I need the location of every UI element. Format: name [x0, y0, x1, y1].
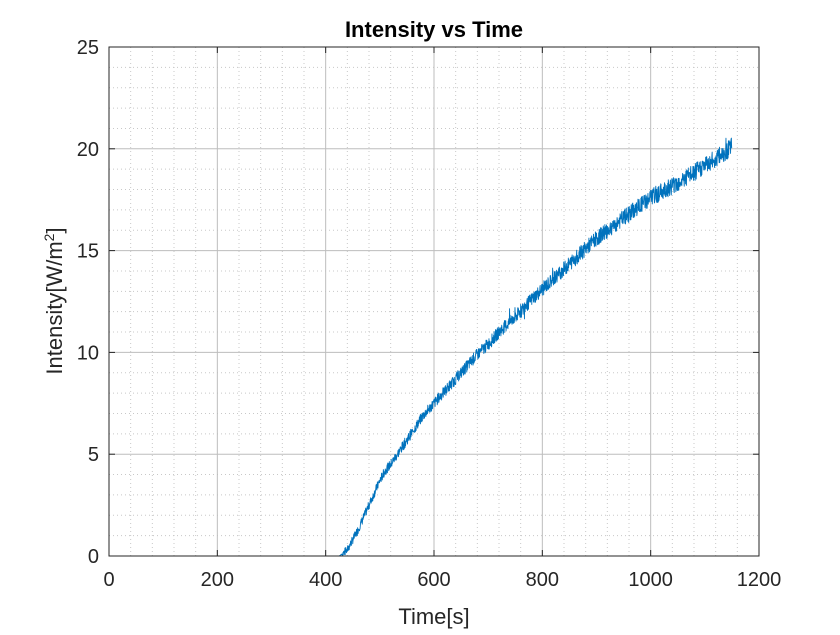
- y-tick-label: 5: [88, 444, 99, 466]
- y-axis-label-superscript: 2: [41, 233, 57, 241]
- y-axis-label-tail: ]: [42, 227, 67, 233]
- x-tick-label: 200: [201, 569, 234, 591]
- x-tick-label: 0: [103, 569, 114, 591]
- y-tick-label: 0: [88, 546, 99, 568]
- y-tick-label: 15: [77, 241, 99, 263]
- x-tick-label: 800: [526, 569, 559, 591]
- y-axis-label-main: Intensity[W/m: [42, 241, 67, 374]
- x-tick-label: 1200: [737, 569, 782, 591]
- x-axis-ticks: 0 200 400 600 800 1000 1200: [103, 47, 781, 591]
- y-tick-label: 25: [77, 37, 99, 59]
- x-tick-label: 400: [309, 569, 342, 591]
- x-axis-label: Time[s]: [398, 604, 469, 629]
- y-axis-label: Intensity[W/m2]: [41, 227, 67, 374]
- chart-title: Intensity vs Time: [345, 17, 523, 42]
- x-tick-label: 600: [417, 569, 450, 591]
- x-tick-label: 1000: [628, 569, 673, 591]
- y-tick-label: 20: [77, 139, 99, 161]
- y-tick-label: 10: [77, 342, 99, 364]
- y-axis-ticks: 0 5 10 15 20 25: [77, 37, 759, 568]
